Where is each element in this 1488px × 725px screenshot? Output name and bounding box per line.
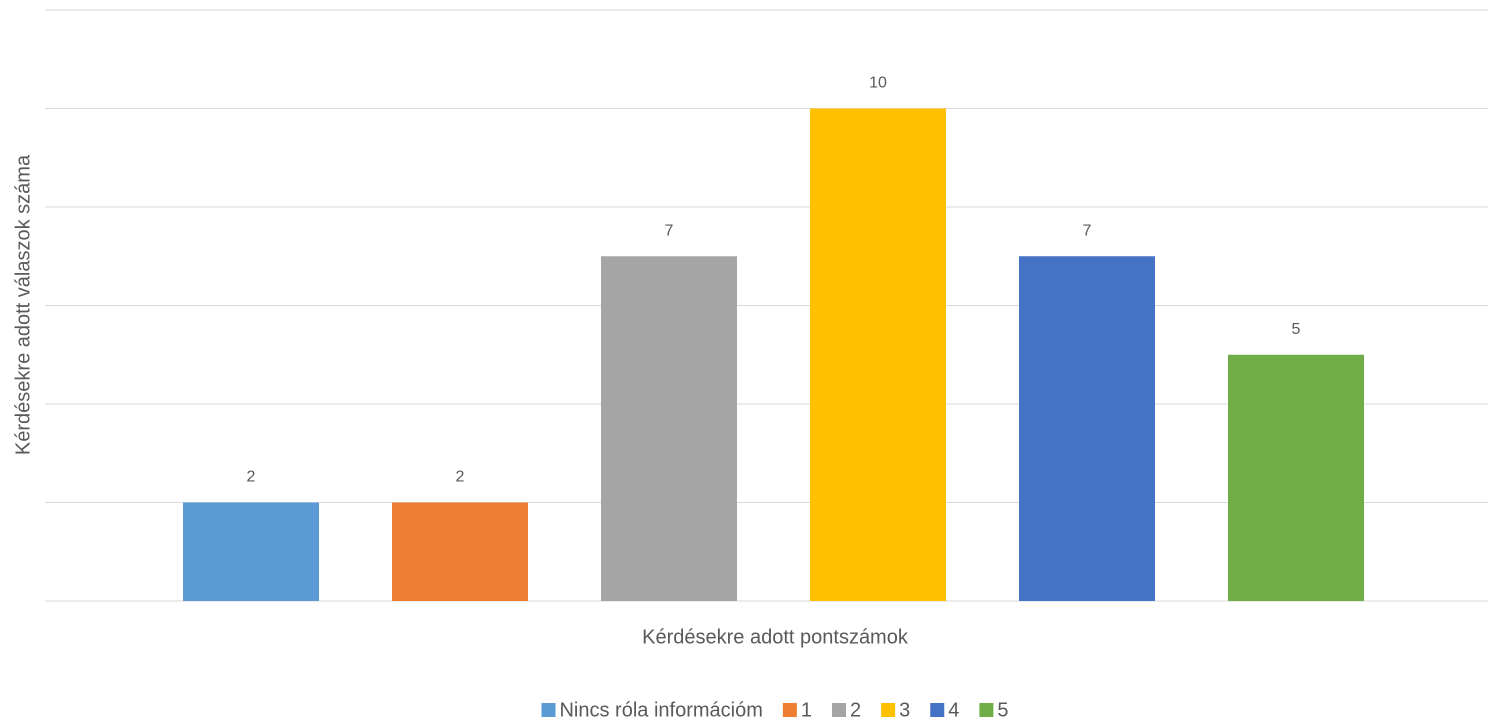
- bar: [601, 256, 737, 601]
- legend-label: Nincs róla információm: [559, 699, 762, 721]
- legend-swatch: [541, 703, 556, 717]
- data-label: 7: [1083, 222, 1092, 239]
- legend-label: 2: [850, 699, 861, 721]
- data-label: 2: [247, 469, 256, 486]
- bar: [183, 502, 319, 601]
- legend-swatch: [979, 703, 994, 717]
- legend-label: 5: [997, 699, 1008, 721]
- bar: [392, 502, 528, 601]
- legend-label: 4: [948, 699, 959, 721]
- data-label: 2: [456, 469, 465, 486]
- legend-swatch: [832, 703, 847, 717]
- legend-label: 1: [801, 699, 812, 721]
- bar: [810, 108, 946, 601]
- legend-swatch: [881, 703, 896, 717]
- legend-label: 3: [899, 699, 910, 721]
- data-label: 7: [665, 222, 674, 239]
- bar: [1228, 354, 1364, 601]
- x-axis-title: Kérdésekre adott pontszámok: [642, 626, 909, 648]
- data-label: 10: [869, 75, 887, 92]
- legend-swatch: [782, 703, 797, 717]
- bar: [1019, 256, 1155, 601]
- data-label: 5: [1292, 321, 1301, 338]
- y-axis-title: Kérdésekre adott válaszok száma: [12, 154, 34, 455]
- legend-swatch: [930, 703, 945, 717]
